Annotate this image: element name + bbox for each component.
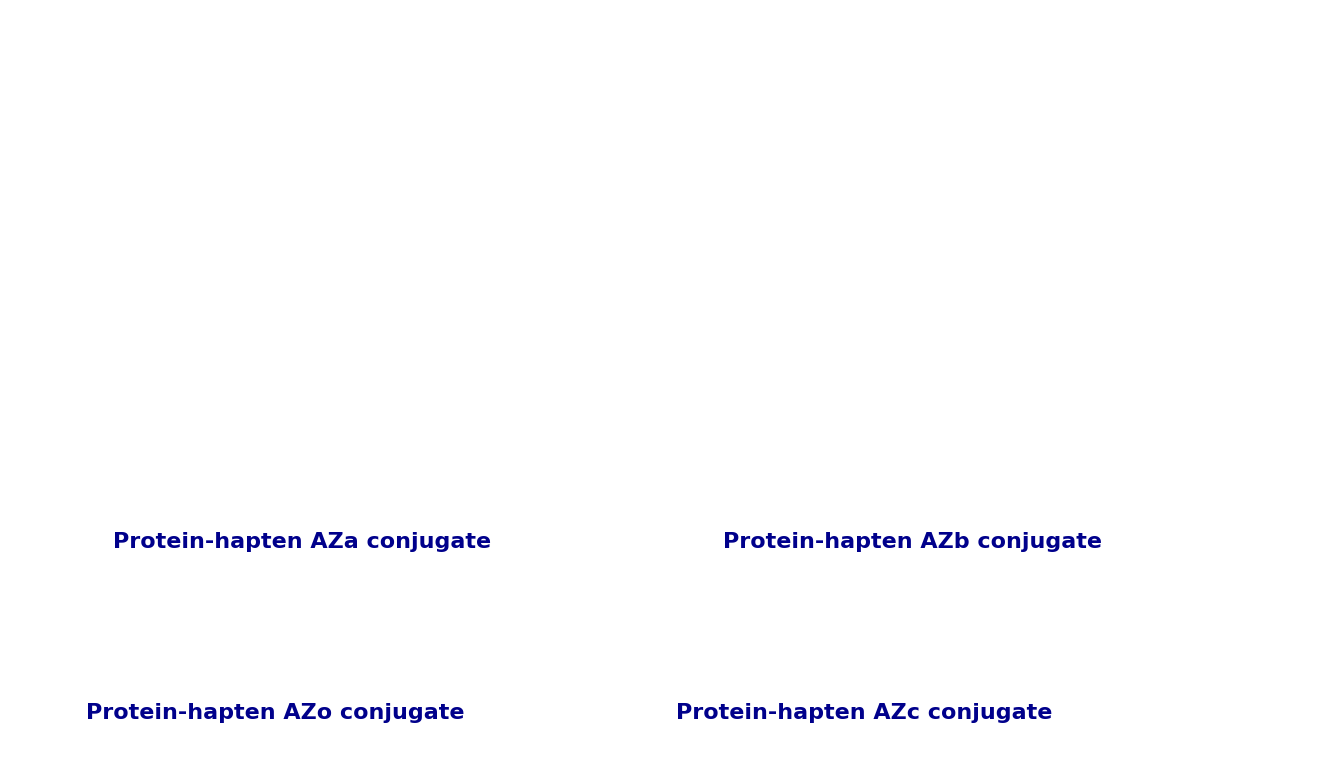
Text: Protein-hapten AZb conjugate: Protein-hapten AZb conjugate [723, 531, 1102, 552]
Text: Protein-hapten AZa conjugate: Protein-hapten AZa conjugate [113, 531, 491, 552]
Text: Protein-hapten AZo conjugate: Protein-hapten AZo conjugate [86, 702, 464, 723]
Text: Protein-hapten AZc conjugate: Protein-hapten AZc conjugate [676, 702, 1053, 723]
